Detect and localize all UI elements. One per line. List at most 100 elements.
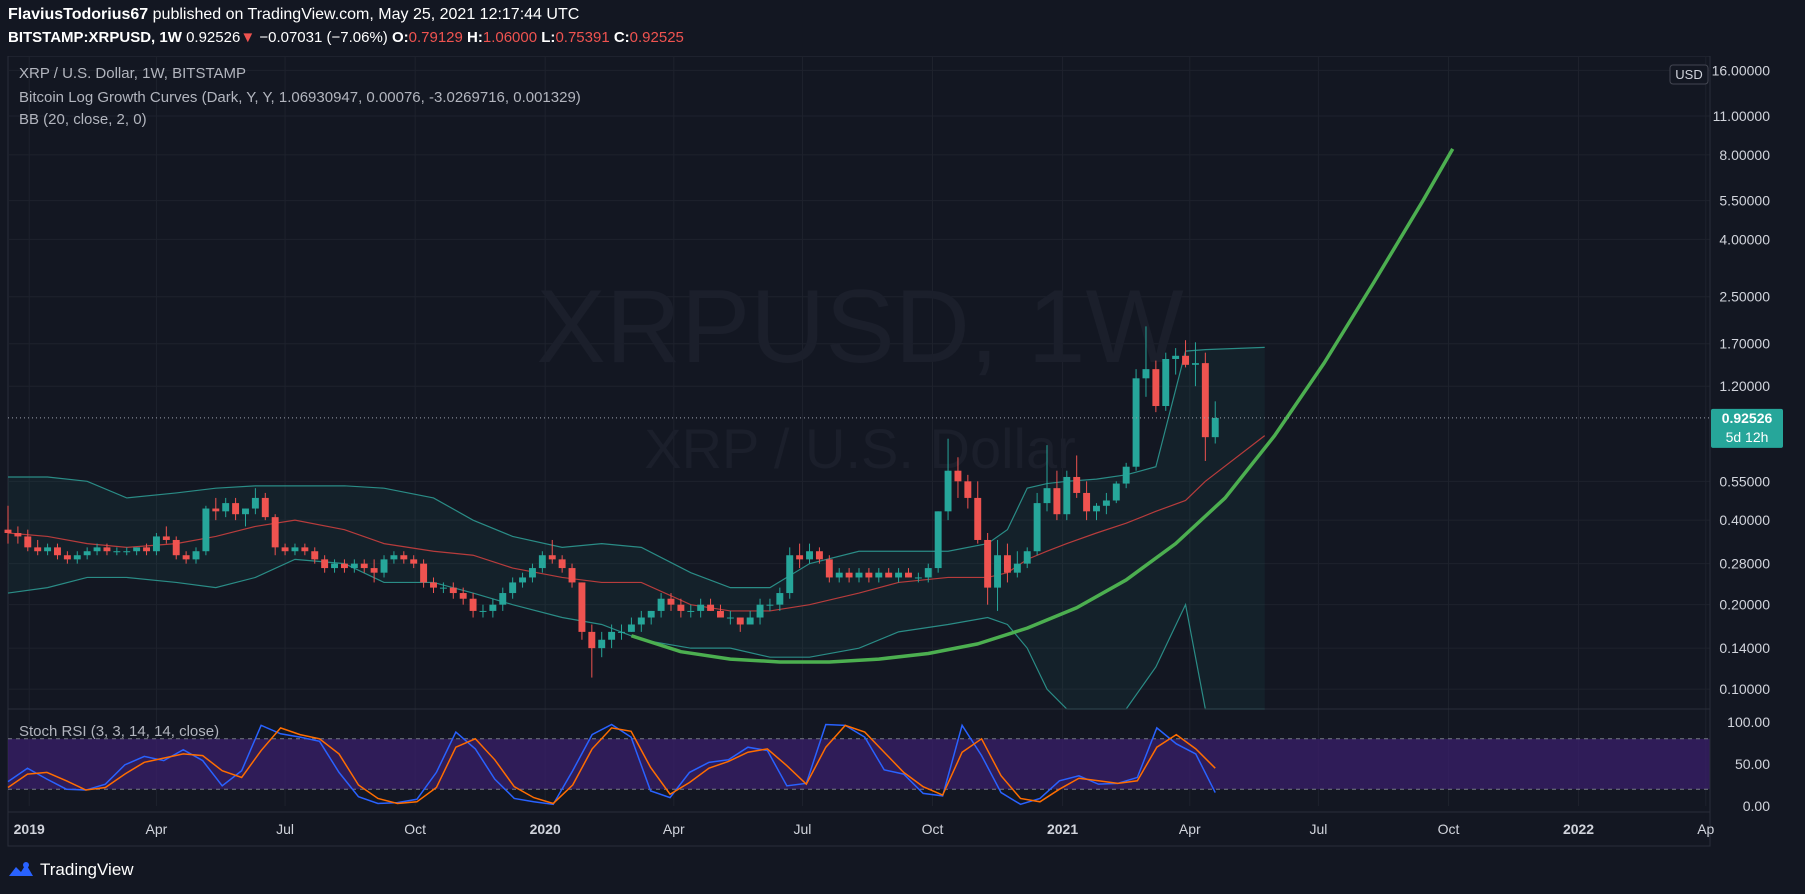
candle [420,559,428,588]
candle-body [657,598,665,611]
candle [528,563,536,583]
legend-symbol[interactable]: XRP / U.S. Dollar, 1W, BITSTAMP [19,65,246,82]
candle [24,529,32,552]
candle-body [212,508,220,512]
candle [54,543,61,560]
candle-body [489,604,497,611]
candle [360,559,368,573]
candle [657,593,665,618]
price-tick-label: 8.00000 [1719,147,1770,163]
candle-body [647,610,655,618]
legend-growth-curves[interactable]: Bitcoin Log Growth Curves (Dark, Y, Y, 1… [19,89,581,106]
candle-body [776,593,784,605]
candle-body [558,559,566,569]
candle [1063,470,1071,521]
candle [568,563,576,588]
candle-body [4,529,12,533]
price-tick-label: 5.50000 [1719,193,1770,209]
candle-body [182,555,190,560]
candle [687,604,695,618]
candle [726,610,734,625]
legend-stoch-rsi[interactable]: Stoch RSI (3, 3, 14, 14, close) [19,723,219,740]
candle [905,568,912,578]
time-axis[interactable]: 2019 Apr Jul Oct 2020 Apr Jul Oct 2021 Apr Jul Oct 2… [14,821,1715,837]
price-axis[interactable]: 16.00000 11.00000 8.00000 5.50000 4.00000 2.5… [1712,62,1771,697]
candle-body [420,563,428,583]
candle-body [707,604,715,611]
candle-body [1132,378,1140,467]
currency-box[interactable] [1669,64,1709,85]
candle-body [370,568,378,573]
candle [885,568,893,578]
candle [1182,340,1190,368]
price-tick-label: 0.28000 [1719,556,1770,572]
candle-body [439,587,447,589]
candle [895,568,903,583]
time-tick-label: Oct [922,821,944,837]
candle-body [588,631,596,649]
candle-body [350,563,358,569]
candle [380,555,388,578]
candle-body [1093,505,1100,512]
candle-body [291,547,299,552]
candle [1073,455,1081,498]
candle-body [1033,503,1041,552]
candle-body [914,577,922,579]
candle-body [756,604,764,618]
candle [162,526,170,544]
candle [608,624,616,649]
candle-body [519,577,527,583]
candle-body [984,539,992,588]
candle-body [1172,355,1180,359]
candle [934,511,942,573]
candle-body [73,555,81,560]
candle [707,598,715,611]
author-name[interactable]: FlaviusTodorius67 [8,6,149,23]
time-tick-label: Jul [794,821,812,837]
time-tick-label: Apr [663,821,685,837]
candle [558,555,566,573]
candle-body [499,593,507,605]
open-value: 0.79129 [408,29,463,46]
time-tick-label: 2019 [14,821,45,837]
candle [400,551,408,564]
close-label: C: [613,29,630,46]
candle-body [261,497,269,518]
candle-body [24,536,32,548]
candle [430,577,437,594]
time-tick-label: 2020 [530,821,561,837]
candle-body [162,536,170,540]
candle [143,543,150,556]
legend-bb[interactable]: BB (20, close, 2, 0) [19,111,147,128]
candle [746,610,754,625]
candle [717,604,724,618]
candle-body [974,497,982,540]
candle [964,474,972,509]
time-tick-label: Oct [404,821,426,837]
candle-body [825,559,833,578]
candle-body [143,547,150,552]
candle [875,568,883,583]
candle [667,593,675,611]
candle-body [113,551,121,553]
candle [1132,369,1140,471]
price-tick-label: 0.20000 [1719,597,1770,613]
candle-body [410,559,418,564]
price-tick-label: 0.40000 [1719,512,1770,528]
price-chart[interactable]: XRPUSD, 1W XRP / U.S. Dollar 16.00000 11.… [0,56,1805,854]
candle [786,547,794,599]
candle [1172,348,1180,375]
candle [489,598,497,618]
candle-body [63,555,71,560]
candle-body [736,617,744,625]
candle [984,532,992,605]
candle-body [786,555,794,594]
candle [390,551,398,564]
candle-body [222,503,230,512]
open-label: O: [391,29,409,46]
tradingview-brand[interactable]: TradingView [40,860,134,879]
candle-body [538,555,546,569]
candle-body [380,559,388,573]
candle-body [548,555,556,560]
candle [152,532,160,556]
